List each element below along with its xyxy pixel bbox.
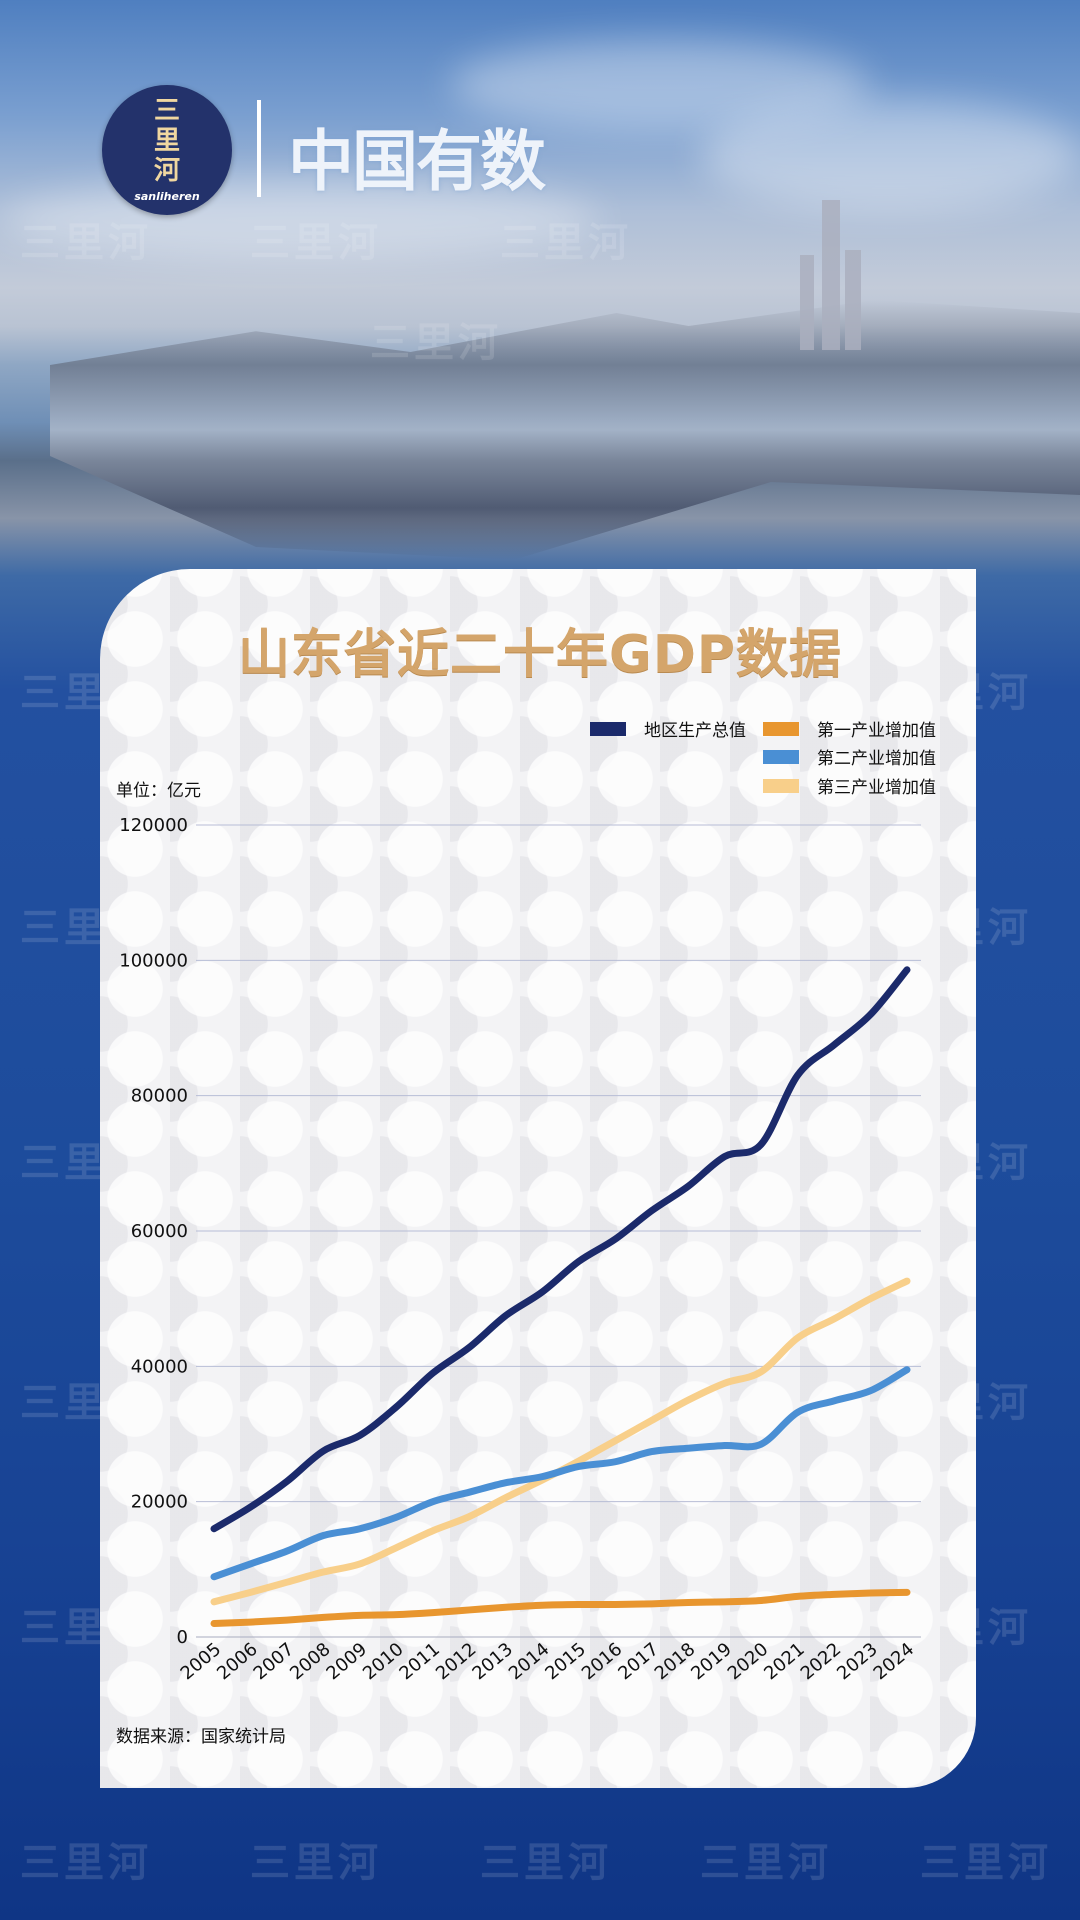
watermark-text: 三里河 — [250, 1840, 382, 1886]
source-label: 数据来源：国家统计局 — [116, 1727, 286, 1747]
x-tick-label: 2021 — [760, 1639, 809, 1685]
sanlihe-logo: 三 里 河 sanliheren — [102, 85, 232, 215]
watermark-text: 三里河 — [500, 220, 632, 266]
x-tick-label: 2019 — [687, 1639, 736, 1685]
y-tick-label: 40000 — [131, 1356, 188, 1377]
series-line-secondary — [210, 1366, 911, 1581]
cloud — [450, 40, 870, 130]
legend-swatch — [763, 721, 799, 736]
watermark-text: 三里河 — [20, 1840, 152, 1886]
watermark-text: 三里河 — [20, 220, 152, 266]
x-tick-label: 2009 — [323, 1639, 372, 1685]
x-tick-label: 2008 — [286, 1639, 335, 1685]
watermark-text: 三里河 — [370, 320, 502, 366]
x-tick-label: 2011 — [395, 1639, 444, 1685]
city-tower — [800, 255, 814, 350]
x-tick-label: 2024 — [870, 1639, 919, 1685]
logo-en: sanliheren — [134, 190, 200, 203]
y-tick-label: 0 — [177, 1627, 188, 1648]
legend-label: 第三产业增加值 — [817, 778, 936, 798]
logo-char: 里 — [153, 126, 180, 156]
city-tower — [822, 200, 840, 350]
y-tick-label: 20000 — [131, 1492, 188, 1513]
legend-secondary: 第二产业增加值 — [763, 744, 936, 769]
city-tower — [845, 250, 861, 350]
legend-swatch — [590, 721, 626, 736]
legend-label: 地区生产总值 — [644, 721, 746, 741]
y-tick-label: 120000 — [119, 815, 188, 836]
x-tick-label: 2015 — [541, 1639, 590, 1685]
legend-label: 第一产业增加值 — [817, 721, 936, 741]
y-tick-label: 60000 — [131, 1221, 188, 1242]
logo-char: 三 — [153, 96, 180, 126]
watermark-text: 三里河 — [480, 1840, 612, 1886]
watermark-text: 三里河 — [250, 220, 382, 266]
x-tick-label: 2023 — [833, 1639, 882, 1685]
series-line-primary — [210, 1588, 911, 1627]
watermark-text: 三里河 — [700, 1840, 832, 1886]
x-tick-label: 2018 — [651, 1639, 700, 1685]
watermark-text: 三里河 — [920, 1840, 1052, 1886]
x-tick-label: 2014 — [505, 1639, 554, 1685]
cloud — [0, 180, 600, 260]
legend-tertiary: 第三产业增加值 — [763, 773, 936, 798]
y-tick-label: 80000 — [131, 1086, 188, 1107]
legend-primary: 第一产业增加值 — [763, 716, 936, 741]
series-line-gdp — [210, 966, 911, 1533]
legend-gdp: 地区生产总值 — [590, 716, 746, 741]
logo-char: 河 — [153, 156, 180, 186]
chart-card — [100, 569, 976, 1788]
x-tick-label: 2007 — [250, 1639, 299, 1685]
y-tick-label: 100000 — [119, 950, 188, 971]
x-tick-label: 2010 — [359, 1639, 408, 1685]
cloud — [700, 100, 1080, 210]
logo-divider — [257, 100, 261, 197]
x-tick-label: 2016 — [578, 1639, 627, 1685]
x-tick-label: 2020 — [724, 1639, 773, 1685]
legend-label: 第二产业增加值 — [817, 749, 936, 769]
x-tick-label: 2017 — [614, 1639, 663, 1685]
x-tick-label: 2012 — [432, 1639, 481, 1685]
chart-title: 山东省近二十年GDP数据 — [238, 625, 842, 685]
brand-title: 中国有数 — [288, 123, 546, 200]
x-tick-label: 2022 — [797, 1639, 846, 1685]
x-tick-label: 2006 — [213, 1639, 262, 1685]
series-line-tertiary — [210, 1277, 911, 1606]
legend-swatch — [763, 749, 799, 764]
x-tick-label: 2013 — [468, 1639, 517, 1685]
unit-label: 单位：亿元 — [116, 781, 201, 801]
legend-swatch — [763, 778, 799, 793]
